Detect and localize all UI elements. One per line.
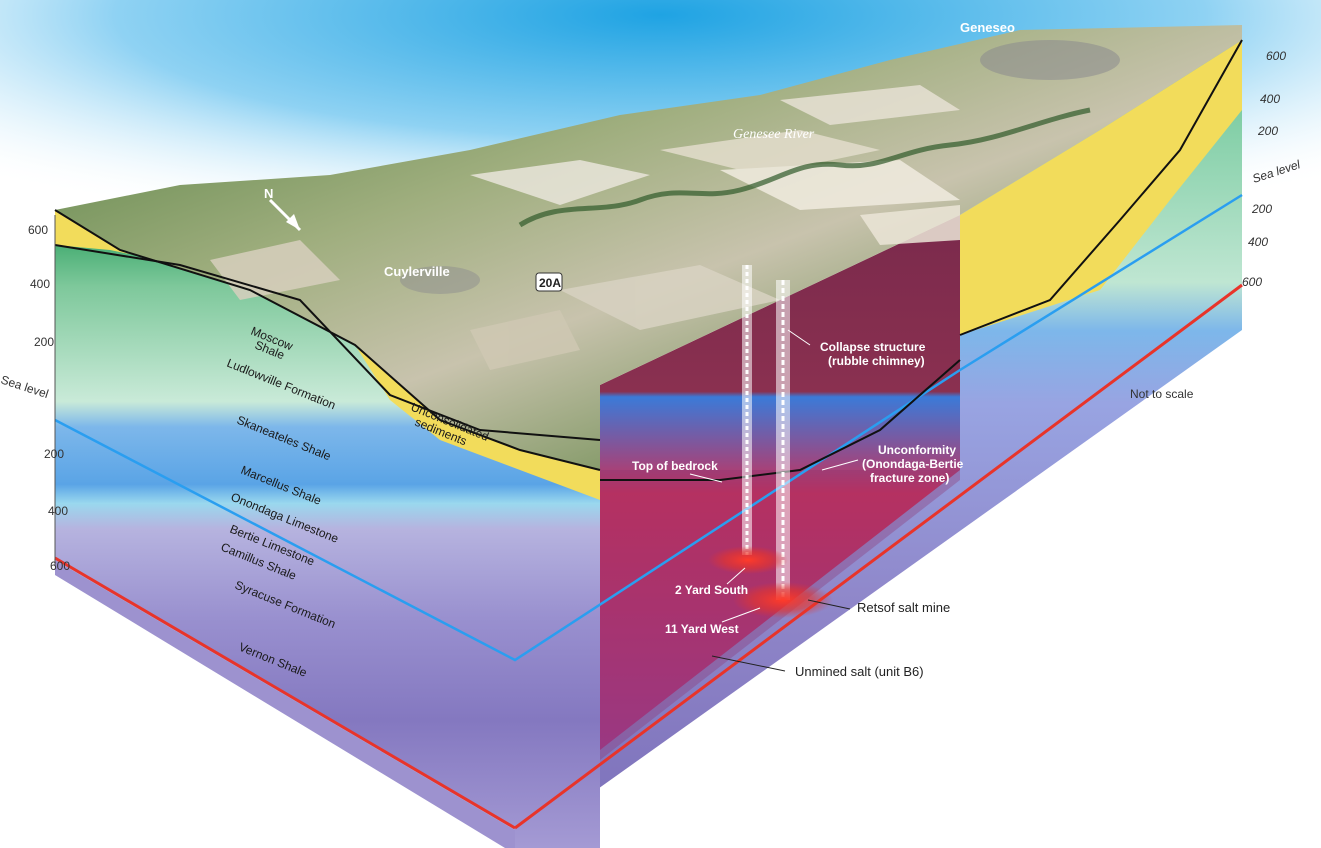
left-scale-tick-1: 600 <box>28 223 48 237</box>
annotation-yard-west: 11 Yard West <box>665 622 739 636</box>
rubble-chimney-west <box>776 280 790 600</box>
annotations: Collapse structure (rubble chimney) Unco… <box>632 329 1194 679</box>
annotation-top-bedrock: Top of bedrock <box>632 459 718 473</box>
north-arrow-label: N <box>264 186 273 201</box>
label-cuylerville: Cuylerville <box>384 264 450 279</box>
front-face <box>55 210 600 848</box>
right-scale-tick-6: 400 <box>1248 235 1268 249</box>
annotation-unconformity-2: (Onondaga-Bertie <box>862 457 964 471</box>
annotation-unmined-salt: Unmined salt (unit B6) <box>795 664 924 679</box>
label-geneseo: Geneseo <box>960 20 1015 35</box>
right-scale-tick-1: 600 <box>1266 49 1286 63</box>
left-scale-tick-2: 400 <box>30 277 50 291</box>
annotation-collapse-1: Collapse structure <box>820 340 926 354</box>
bedrock-outline-cut <box>600 359 961 481</box>
ground-surface-outline <box>54 209 601 471</box>
route-shield-label: 20A <box>539 276 561 290</box>
right-scale-tick-3: 200 <box>1257 124 1278 138</box>
annotation-unconformity-3: fracture zone) <box>870 471 949 485</box>
geneseo-town <box>980 40 1120 80</box>
salt-line-front <box>54 556 516 830</box>
right-sediments <box>960 40 1242 335</box>
genesee-river-line <box>518 107 1091 228</box>
north-arrow: N <box>264 186 302 232</box>
cuylerville-town <box>400 266 480 294</box>
right-scale-tick-2: 400 <box>1260 92 1280 106</box>
annotation-retsof: Retsof salt mine <box>857 600 950 615</box>
annotation-unconformity-1: Unconformity <box>878 443 956 457</box>
salt-line-side <box>514 283 1243 830</box>
land-surface <box>55 25 1242 470</box>
right-scale-tick-7: 600 <box>1242 275 1262 289</box>
front-face-lower <box>55 560 515 848</box>
field-patches <box>210 85 960 370</box>
label-genesee-river: Genesee River <box>733 127 815 142</box>
bedrock-outline-front <box>54 244 601 441</box>
annotation-collapse-2: (rubble chimney) <box>828 354 925 368</box>
right-scale-tick-5: 200 <box>1251 202 1272 216</box>
left-scale-tick-4: Sea level <box>0 373 50 402</box>
annotation-yard-south: 2 Yard South <box>675 583 748 597</box>
left-scale-tick-6: 400 <box>48 504 68 518</box>
unconformity-line <box>54 193 1243 662</box>
rubble-chimney-south <box>742 265 752 555</box>
front-sediments-valley <box>355 345 600 500</box>
left-scale-tick-3: 200 <box>34 335 54 349</box>
ground-surface-right <box>959 39 1243 336</box>
left-scale-tick-7: 600 <box>50 559 70 573</box>
annotation-not-to-scale: Not to scale <box>1130 387 1194 401</box>
left-scale-tick-5: 200 <box>44 447 64 461</box>
route-shield: 20A <box>535 272 563 292</box>
mine-glow-south <box>708 546 788 574</box>
